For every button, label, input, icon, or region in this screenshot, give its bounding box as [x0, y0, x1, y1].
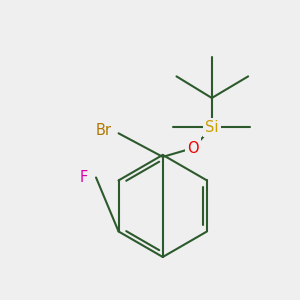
Text: F: F: [79, 170, 87, 185]
Text: Si: Si: [205, 120, 219, 135]
Text: O: O: [188, 140, 199, 155]
Text: Br: Br: [96, 123, 112, 138]
